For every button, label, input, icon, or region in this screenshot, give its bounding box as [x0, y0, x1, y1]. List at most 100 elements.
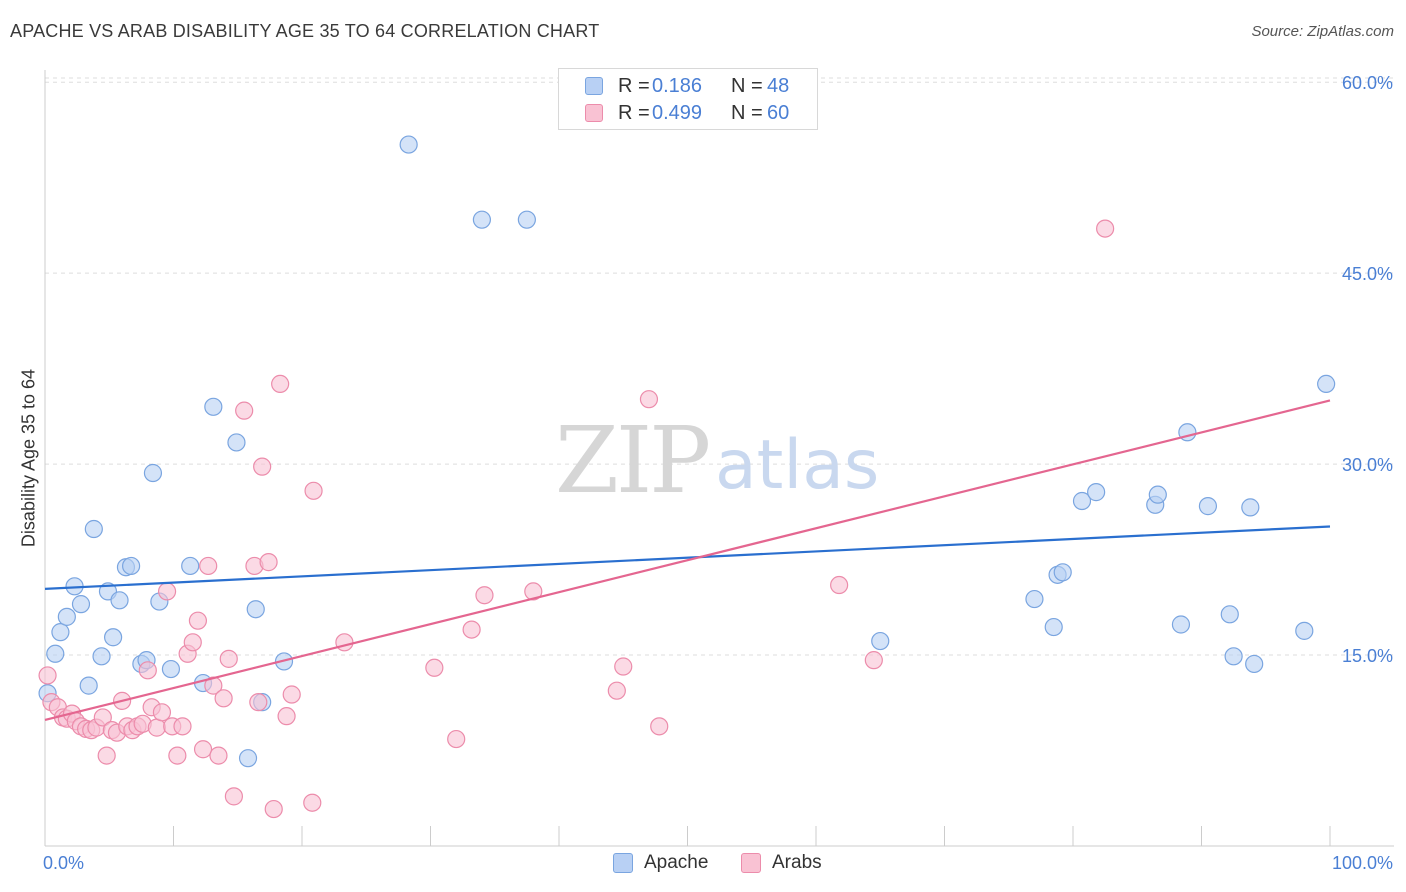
arabs-point [183, 633, 202, 652]
axes [44, 70, 1394, 847]
apache-point [1087, 483, 1106, 502]
arabs-point [447, 729, 466, 749]
tick-labels: 15.0% 30.0% 45.0% 60.0% 0.0% 100.0% [43, 73, 1393, 873]
apache-point [871, 631, 890, 651]
apache-point [143, 463, 163, 483]
arabs-point [168, 746, 187, 765]
apache-point [92, 647, 111, 666]
legend-r-label: R = [618, 102, 650, 124]
bottom-legend-label-apache: Apache [644, 852, 709, 873]
apache-point [1220, 605, 1239, 624]
apache-point [110, 591, 129, 610]
arabs-point [335, 633, 354, 652]
y-tick-label: 60.0% [1342, 73, 1393, 93]
arabs-point [38, 666, 57, 685]
apache-point [57, 607, 76, 626]
arabs-point [425, 658, 444, 677]
apache-point [204, 397, 223, 416]
apache-point [84, 519, 103, 539]
chart-title: APACHE VS ARAB DISABILITY AGE 35 TO 64 C… [10, 21, 600, 41]
apache-point [46, 644, 65, 663]
arabs-point [93, 708, 112, 727]
apache-trend-line [44, 525, 1331, 590]
watermark-atlas: atlas [715, 426, 879, 505]
watermark-zip: ZIP [555, 407, 708, 514]
legend-swatch-apache [585, 77, 603, 95]
arabs-point [219, 649, 238, 668]
arabs-point [253, 457, 272, 476]
arabs-point [304, 481, 323, 500]
arabs-point [152, 703, 172, 722]
x-tick-label: 100.0% [1332, 853, 1393, 873]
legend-n-value: 48 [767, 75, 790, 97]
chart-source: Source: ZipAtlas.com [1251, 23, 1394, 40]
arabs-point [607, 681, 626, 700]
bottom-legend-label-arabs: Arabs [772, 852, 822, 873]
legend-swatch-arabs [585, 104, 603, 122]
legend-r-value: 0.186 [652, 75, 703, 97]
legend-n-label: N = [731, 102, 763, 124]
arabs-point [277, 707, 296, 726]
arabs-point [97, 746, 116, 765]
arabs-point [1096, 219, 1115, 238]
apache-point [1198, 497, 1218, 516]
y-tick-label: 15.0% [1342, 646, 1393, 666]
arabs-point [157, 582, 177, 601]
apache-point [121, 556, 141, 576]
apache-point [472, 210, 491, 229]
arabs-point [462, 620, 481, 639]
arabs-point [209, 746, 228, 765]
y-tick-label: 30.0% [1342, 455, 1393, 475]
apache-point [1053, 563, 1072, 582]
bottom-legend-swatch-apache [613, 853, 633, 873]
arabs-point [235, 401, 254, 420]
arabs-point [214, 689, 233, 708]
apache-point [1317, 374, 1336, 394]
apache-point [1072, 491, 1092, 511]
arabs-point [249, 693, 268, 712]
legend-r-label: R = [618, 75, 650, 97]
arabs-point [147, 718, 166, 737]
apache-point [238, 749, 258, 768]
arabs-point [282, 685, 301, 704]
apache-point [51, 623, 70, 642]
arabs-point [864, 651, 883, 670]
arabs-trend-line [44, 399, 1331, 722]
apache-point [246, 600, 265, 619]
x-tick-label: 0.0% [43, 853, 84, 873]
arabs-point [614, 657, 633, 676]
arabs-point [224, 787, 243, 806]
arabs-point [138, 661, 157, 680]
apache-point [1224, 647, 1243, 666]
apache-point [71, 595, 91, 614]
apache-point [517, 210, 536, 229]
apache-point [161, 659, 181, 679]
arabs-point [830, 575, 849, 595]
apache-point [227, 433, 246, 452]
watermark: ZIP atlas [555, 407, 879, 514]
arabs-point [188, 611, 208, 630]
apache-point [1148, 485, 1167, 504]
data-points [38, 135, 1336, 819]
arabs-point [639, 390, 659, 409]
arabs-point [475, 586, 494, 605]
bottom-legend-swatch-arabs [741, 853, 761, 873]
arabs-point [259, 553, 278, 572]
arabs-point [524, 582, 543, 601]
y-axis-label: Disability Age 35 to 64 [18, 368, 39, 548]
apache-point [1171, 615, 1191, 634]
arabs-point [264, 799, 283, 819]
apache-point [181, 556, 200, 576]
legend-n-label: N = [731, 75, 763, 97]
legend-r-value: 0.499 [652, 102, 703, 124]
apache-point [1025, 589, 1044, 609]
arabs-point [193, 740, 213, 759]
apache-point [1295, 621, 1314, 640]
arabs-point [650, 717, 669, 736]
apache-point [104, 628, 123, 647]
apache-point [1044, 617, 1063, 637]
arabs-point [303, 793, 322, 812]
legend-n-value: 60 [767, 102, 790, 124]
y-tick-label: 45.0% [1342, 264, 1393, 284]
